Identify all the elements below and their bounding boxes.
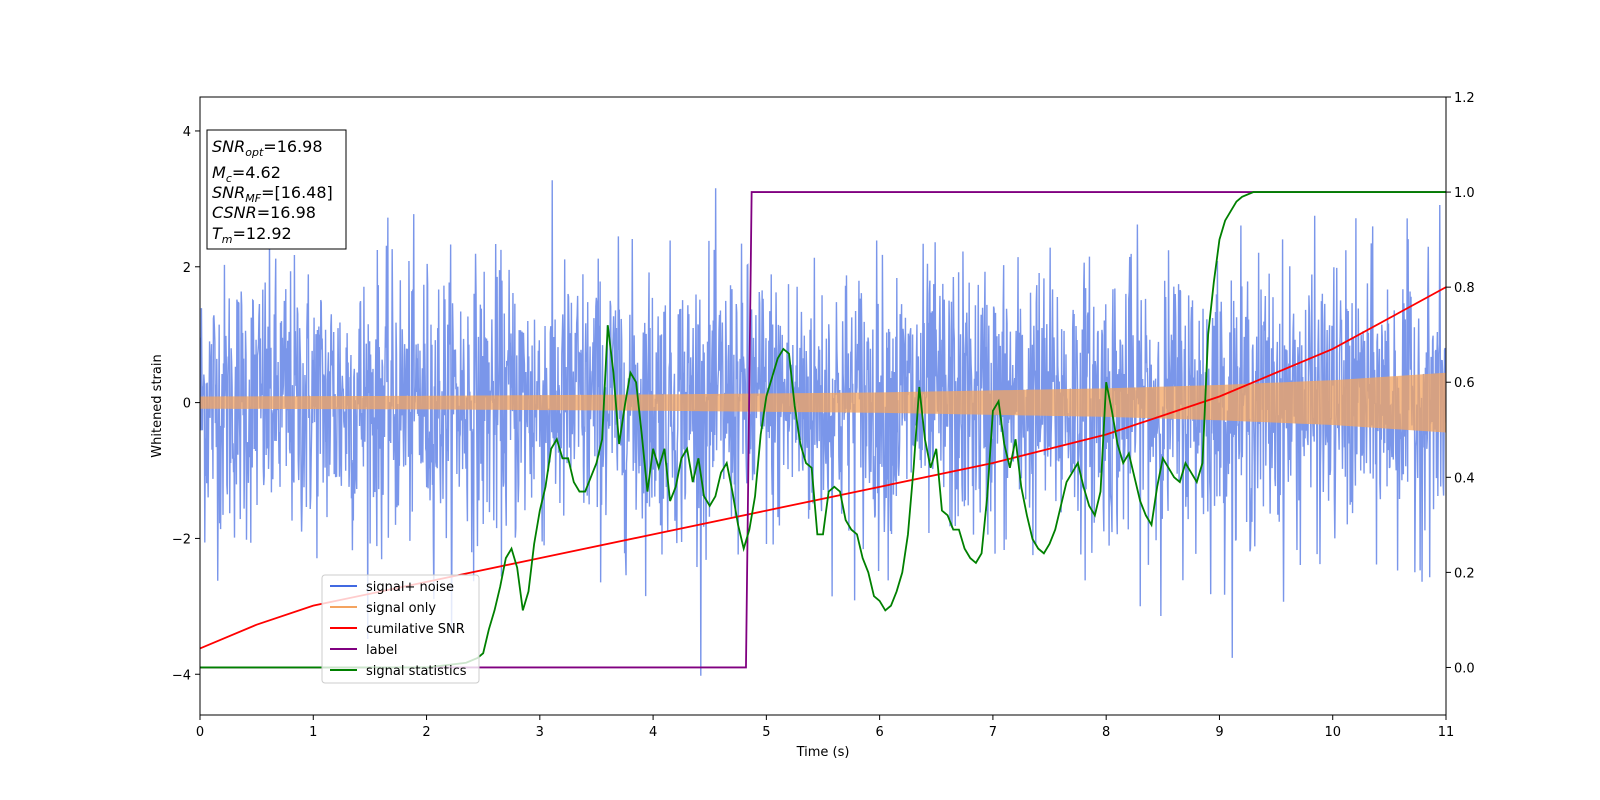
x-tick-label: 3 <box>536 725 544 740</box>
y-right-tick-label: 0.6 <box>1454 376 1475 391</box>
y-right-tick-label: 0.8 <box>1454 281 1475 296</box>
signal-noise-line <box>200 180 1446 676</box>
x-tick-label: 7 <box>989 725 997 740</box>
annotation-box <box>206 129 347 250</box>
y-right-tick-label: 0.4 <box>1454 471 1475 486</box>
y-right-tick-label: 0.0 <box>1454 661 1475 676</box>
legend-label: signal+ noise <box>366 580 454 595</box>
signal-only-band <box>200 372 1446 433</box>
signal-statistics-line <box>200 191 1446 669</box>
legend-label: cumilative SNR <box>366 622 465 637</box>
legend-frame <box>321 574 480 684</box>
x-tick-label: 4 <box>649 725 657 740</box>
annotation-line: Tm=12.92 <box>212 224 292 246</box>
y-left-tick-label: −2 <box>172 532 191 547</box>
x-tick-label: 11 <box>1438 725 1455 740</box>
legend-label: signal only <box>366 601 436 616</box>
signal-noise-series <box>200 180 1446 676</box>
x-tick-label: 2 <box>422 725 430 740</box>
x-tick-label: 8 <box>1102 725 1110 740</box>
x-tick-label: 5 <box>762 725 770 740</box>
legend: signal+ noise signal only cumilative SNR la… <box>321 574 480 684</box>
y-left-tick-label: 4 <box>183 125 191 140</box>
cumilative-snr-line <box>200 286 1446 650</box>
y-right-tick-label: 1.0 <box>1454 186 1475 201</box>
plot-frame <box>199 96 1447 716</box>
x-tick-label: 9 <box>1215 725 1223 740</box>
y-right-tick-label: 0.2 <box>1454 566 1475 581</box>
y-left-tick-label: 0 <box>183 397 191 412</box>
x-tick-label: 0 <box>196 725 204 740</box>
annotation-line: SNRopt=16.98 <box>212 137 323 159</box>
signal-only-series <box>200 372 1446 433</box>
y-right-tick-label: 1.2 <box>1454 91 1475 106</box>
y-left-tick-label: 2 <box>183 261 191 276</box>
x-tick-label: 1 <box>309 725 317 740</box>
axis-ticks: 0 1 2 3 4 5 6 7 8 9 10 11 −4 −2 0 2 4 0.0 0.2 0.4 0.6 0.8 1.0 1… <box>172 91 1475 740</box>
x-axis-label: Time (s) <box>796 745 850 760</box>
y-left-tick-label: −4 <box>172 668 191 683</box>
x-tick-label: 6 <box>875 725 883 740</box>
x-tick-label: 10 <box>1324 725 1341 740</box>
legend-label: signal statistics <box>366 664 467 679</box>
annotation-line: SNRMF=[16.48] <box>212 183 333 205</box>
annotation-line: CSNR=16.98 <box>212 203 316 222</box>
stats-annotation-box: SNRopt=16.98 Mc=4.62SNRMF=[16.48]CSNR=16.… <box>206 129 347 250</box>
y-axis-label: Whitened strain <box>150 354 165 457</box>
legend-label: label <box>366 643 397 658</box>
annotation-line: Mc=4.62 <box>212 163 281 185</box>
